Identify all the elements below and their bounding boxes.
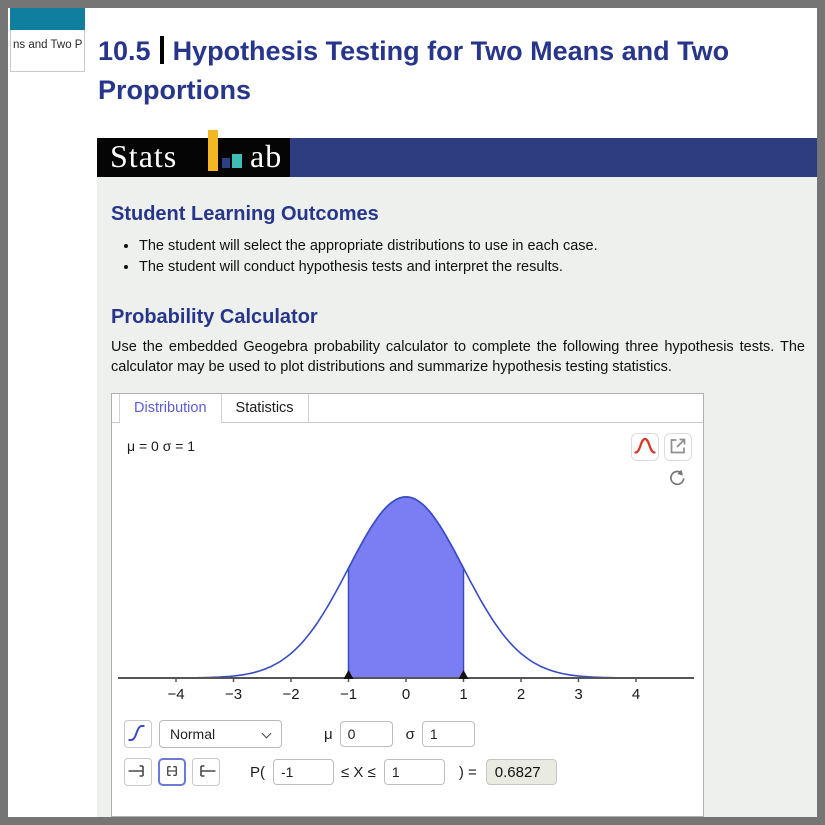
- outcomes-list: The student will select the appropriate …: [111, 236, 803, 277]
- svg-text:−4: −4: [167, 686, 184, 703]
- logo-yellow-bar: [208, 130, 218, 171]
- interval-right-icon: [192, 757, 220, 788]
- pdf-mode-button[interactable]: [631, 433, 659, 461]
- browser-tab[interactable]: ns and Two P: [10, 8, 85, 72]
- distribution-select[interactable]: Normal: [159, 720, 282, 748]
- tab-statistics[interactable]: Statistics: [222, 394, 309, 422]
- svg-text:1: 1: [459, 686, 467, 703]
- logo-teal-square: [232, 154, 242, 168]
- tab-distribution[interactable]: Distribution: [119, 394, 222, 423]
- title-separator: [159, 36, 164, 64]
- normal-curve-plot[interactable]: −4 −3 −2 −1 0 1 2 3 4: [112, 454, 703, 704]
- banner-navy-bar: [290, 138, 817, 177]
- browser-tab-color-strip: [10, 8, 85, 30]
- page: ns and Two P 10.5 Hypothesis Testing for …: [8, 8, 817, 817]
- svg-text:−2: −2: [282, 686, 299, 703]
- interval-between-icon: [160, 759, 184, 786]
- probability-result-field: 0.6827: [485, 759, 557, 785]
- refresh-button[interactable]: [665, 468, 689, 492]
- bell-curve-icon: [631, 432, 659, 463]
- interval-left-button[interactable]: [124, 758, 152, 786]
- logo-text-ab: ab: [250, 138, 283, 174]
- svg-text:4: 4: [632, 686, 640, 703]
- distribution-controls-row: Normal μ σ: [124, 720, 475, 748]
- svg-text:−1: −1: [340, 686, 357, 703]
- svg-text:0: 0: [402, 686, 410, 703]
- sigma-input[interactable]: [421, 721, 475, 747]
- main-content: 10.5 Hypothesis Testing for Two Means and…: [97, 8, 817, 817]
- cdf-toggle-button[interactable]: [124, 720, 152, 748]
- chevron-down-icon: [261, 728, 272, 739]
- open-external-button[interactable]: [664, 433, 692, 461]
- lower-bound-input[interactable]: [273, 759, 334, 785]
- logo-text-stats: Stats: [110, 138, 178, 174]
- probability-suffix: ) =: [458, 763, 477, 781]
- list-item: The student will select the appropriate …: [139, 236, 803, 257]
- probability-prefix: P(: [250, 763, 265, 781]
- svg-text:2: 2: [517, 686, 525, 703]
- refresh-icon: [666, 468, 688, 493]
- distribution-select-value: Normal: [170, 726, 216, 742]
- outcomes-heading: Student Learning Outcomes: [111, 203, 379, 225]
- svg-text:3: 3: [574, 686, 582, 703]
- lab-section: Student Learning Outcomes The student wi…: [97, 177, 817, 817]
- widget-tabbar: Distribution Statistics: [112, 394, 703, 423]
- page-title: 10.5 Hypothesis Testing for Two Means and…: [98, 32, 804, 110]
- upper-bound-input[interactable]: [383, 759, 445, 785]
- calculator-heading: Probability Calculator: [111, 306, 318, 328]
- relation-label: ≤ X ≤: [341, 763, 376, 781]
- probability-calculator-widget: Distribution Statistics μ = 0 σ = 1: [111, 393, 704, 817]
- calculator-description: Use the embedded Geogebra probability ca…: [111, 339, 805, 375]
- svg-text:−3: −3: [225, 686, 242, 703]
- statslab-logo: Stats ab: [97, 130, 290, 177]
- page-title-text: Hypothesis Testing for Two Means and Two…: [98, 36, 730, 105]
- mu-label: μ: [324, 725, 333, 743]
- distribution-params-label: μ = 0 σ = 1: [127, 438, 196, 454]
- interval-between-button[interactable]: [158, 758, 186, 786]
- interval-right-button[interactable]: [192, 758, 220, 786]
- probability-controls-row: P( ≤ X ≤ ) = 0.6827: [124, 758, 557, 786]
- list-item: The student will conduct hypothesis test…: [139, 257, 803, 278]
- open-external-icon: [664, 432, 692, 463]
- statslab-banner: Stats ab: [97, 130, 817, 177]
- mu-input[interactable]: [339, 721, 393, 747]
- sigma-label: σ: [405, 725, 415, 743]
- chapter-number: 10.5: [98, 36, 151, 66]
- title-block: 10.5 Hypothesis Testing for Two Means and…: [97, 8, 817, 138]
- plot-toolbar: [631, 433, 692, 492]
- logo-navy-square: [222, 158, 230, 168]
- sigmoid-curve-icon: [124, 719, 152, 750]
- browser-tab-label[interactable]: ns and Two P: [10, 30, 85, 72]
- interval-left-icon: [124, 757, 152, 788]
